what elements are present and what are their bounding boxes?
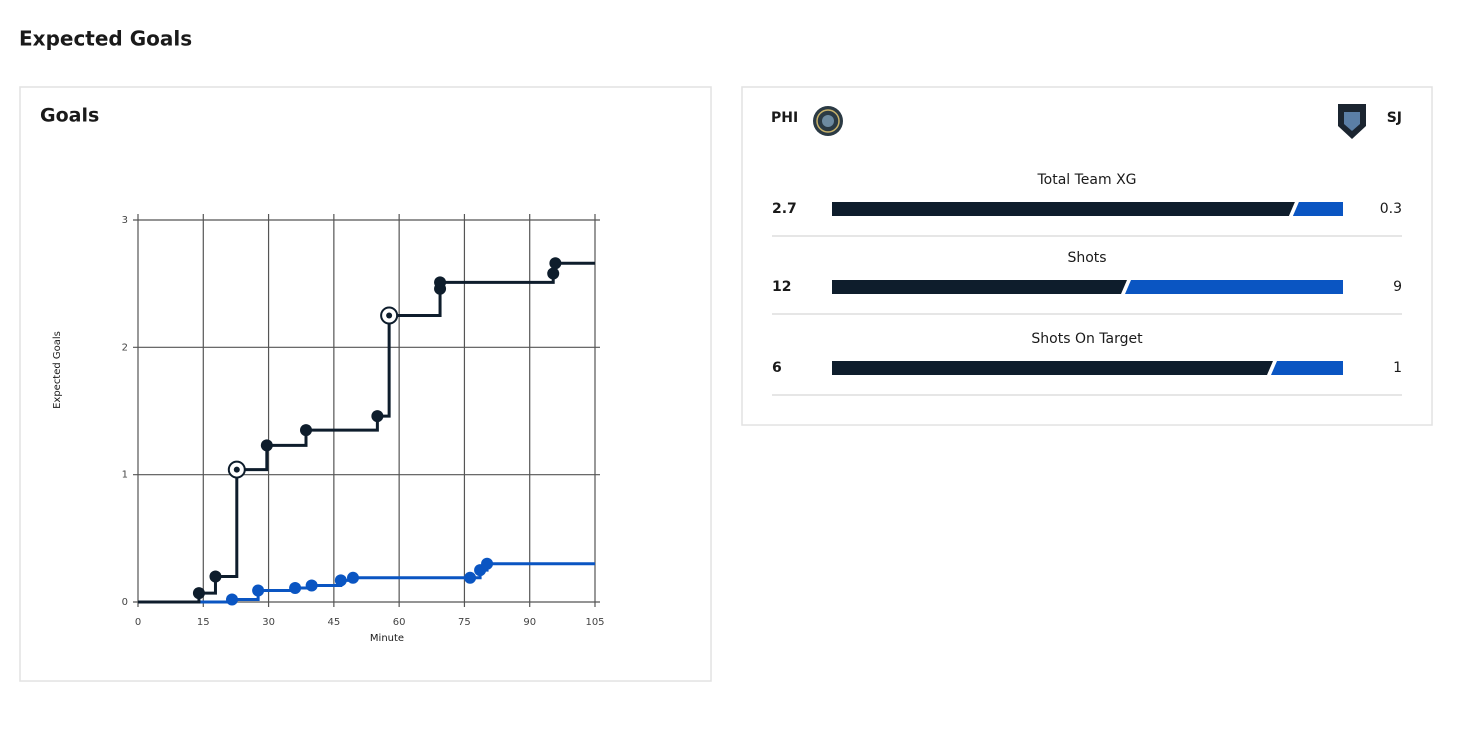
shot-dot [192, 587, 205, 600]
home-stat: 2.7 [772, 201, 797, 217]
goal-marker-center [386, 312, 393, 319]
stat-name: Shots On Target [1031, 331, 1143, 347]
y-tick-label: 2 [122, 342, 128, 353]
home-bar [832, 361, 1273, 375]
shot-dot [434, 276, 447, 289]
goal-marker-center [233, 466, 240, 473]
y-tick-label: 0 [122, 597, 128, 608]
away-bar [1125, 280, 1343, 294]
shot-dot [289, 581, 302, 594]
away-stat: 1 [1393, 360, 1402, 376]
shot-dot [209, 570, 222, 583]
x-tick-label: 60 [393, 617, 406, 628]
x-tick-label: 0 [135, 617, 141, 628]
y-tick-label: 1 [122, 470, 128, 481]
x-tick-label: 45 [327, 617, 340, 628]
y-tick-label: 3 [122, 215, 128, 226]
shot-dot [305, 579, 318, 592]
y-axis-label: Expected Goals [52, 331, 63, 409]
away-stat: 9 [1393, 279, 1402, 295]
stat-name: Shots [1067, 250, 1106, 266]
x-tick-label: 75 [458, 617, 471, 628]
shot-dot [260, 439, 273, 452]
x-tick-label: 30 [262, 617, 275, 628]
shot-dot [300, 424, 313, 437]
shot-dot [549, 257, 562, 270]
shot-dot [252, 584, 265, 597]
away-bar [1271, 361, 1343, 375]
shot-dot [371, 410, 384, 423]
shot-dot [347, 571, 360, 584]
home-bar [832, 202, 1295, 216]
home-bar [832, 280, 1127, 294]
away-bar [1292, 202, 1343, 216]
shot-dot [464, 571, 477, 584]
x-tick-label: 15 [197, 617, 210, 628]
shot-dot [226, 593, 239, 606]
home-stat: 6 [772, 360, 782, 376]
away-logo [1338, 104, 1366, 139]
shot-dot [481, 557, 494, 570]
x-tick-label: 105 [585, 617, 604, 628]
away-team: SJ [1387, 110, 1402, 126]
shot-dot [547, 267, 560, 280]
away-stat: 0.3 [1380, 201, 1402, 217]
home-stat: 12 [772, 279, 791, 295]
home-logo [813, 106, 843, 136]
x-axis-label: Minute [370, 633, 404, 644]
page-title: Expected Goals [19, 27, 192, 51]
chart-title: Goals [40, 105, 99, 127]
home-team: PHI [771, 110, 798, 126]
chart-card [19, 86, 712, 682]
shot-dot [334, 574, 347, 587]
x-tick-label: 90 [523, 617, 536, 628]
stat-name: Total Team XG [1036, 172, 1136, 188]
